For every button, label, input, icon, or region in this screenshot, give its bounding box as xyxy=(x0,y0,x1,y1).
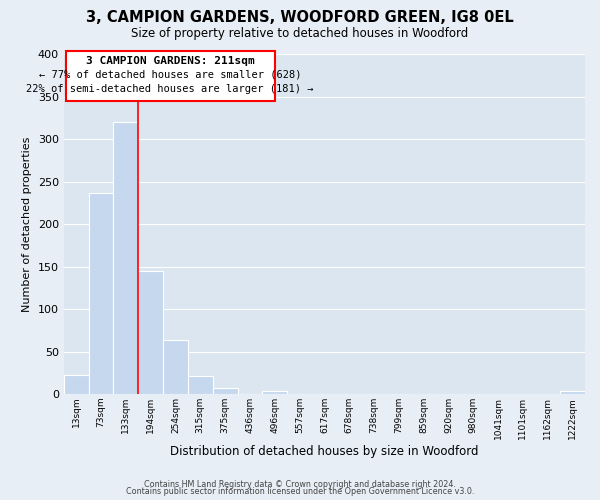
Text: 22% of semi-detached houses are larger (181) →: 22% of semi-detached houses are larger (… xyxy=(26,84,314,94)
Text: 3, CAMPION GARDENS, WOODFORD GREEN, IG8 0EL: 3, CAMPION GARDENS, WOODFORD GREEN, IG8 … xyxy=(86,10,514,25)
Text: ← 77% of detached houses are smaller (628): ← 77% of detached houses are smaller (62… xyxy=(39,70,301,80)
Bar xyxy=(64,376,89,394)
Bar xyxy=(113,122,138,394)
X-axis label: Distribution of detached houses by size in Woodford: Distribution of detached houses by size … xyxy=(170,444,479,458)
Text: Contains HM Land Registry data © Crown copyright and database right 2024.: Contains HM Land Registry data © Crown c… xyxy=(144,480,456,489)
Bar xyxy=(262,392,287,394)
Text: 3 CAMPION GARDENS: 211sqm: 3 CAMPION GARDENS: 211sqm xyxy=(86,56,254,66)
Bar xyxy=(188,376,212,394)
Y-axis label: Number of detached properties: Number of detached properties xyxy=(22,136,32,312)
FancyBboxPatch shape xyxy=(66,52,275,101)
Bar xyxy=(138,271,163,394)
Bar xyxy=(89,194,113,394)
Text: Contains public sector information licensed under the Open Government Licence v3: Contains public sector information licen… xyxy=(126,487,474,496)
Bar xyxy=(163,340,188,394)
Bar xyxy=(560,392,585,394)
Text: Size of property relative to detached houses in Woodford: Size of property relative to detached ho… xyxy=(131,28,469,40)
Bar xyxy=(212,388,238,394)
